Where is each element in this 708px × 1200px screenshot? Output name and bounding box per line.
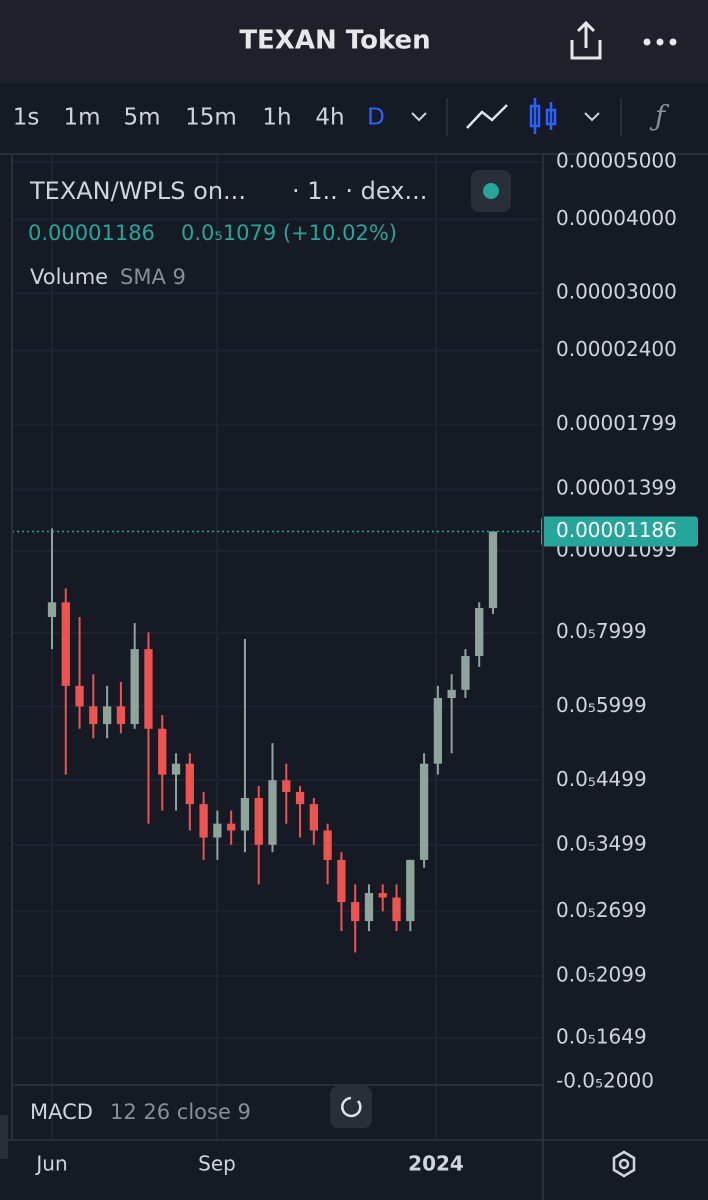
candle-body <box>488 531 498 609</box>
candle-body <box>392 897 401 922</box>
line-chart-icon[interactable] <box>466 104 508 129</box>
settings-button[interactable] <box>612 1150 636 1178</box>
last-price-badge <box>541 516 698 547</box>
candle-body <box>406 859 415 922</box>
price-tick-label: 0.0₅1649 <box>556 1024 647 1048</box>
candle-body <box>447 689 456 698</box>
reset-button[interactable] <box>330 1086 372 1128</box>
toolbar-bg <box>0 82 708 154</box>
candle-body <box>378 893 387 898</box>
status-dot <box>483 183 499 199</box>
interval-button[interactable]: D <box>367 105 385 131</box>
candle-body <box>268 780 277 845</box>
price-tick-label: 0.0₅2699 <box>556 898 647 922</box>
price-tick-label: 0.00001399 <box>556 476 677 500</box>
time-label: Jun <box>34 1152 67 1176</box>
candle-body <box>185 763 194 805</box>
macd-params: 12 26 close 9 <box>110 1100 251 1124</box>
price-tick-label: 0.0₅5999 <box>556 693 647 717</box>
legend-volume-sma: SMA 9 <box>120 265 186 289</box>
indicators-icon[interactable]: ƒ <box>649 100 670 133</box>
candle-body <box>461 656 470 690</box>
candle-body <box>89 706 98 725</box>
candle-body <box>309 804 318 831</box>
candle-body <box>419 763 429 860</box>
time-label: 2024 <box>408 1152 464 1176</box>
interval-button[interactable]: 15m <box>185 105 237 131</box>
candle-body <box>199 804 208 838</box>
candle-body <box>102 706 112 725</box>
price-tick-label: 0.00001799 <box>556 411 677 435</box>
price-tick-label: 0.00002400 <box>556 337 677 361</box>
price-tick-label: 0.0₅4499 <box>556 767 647 791</box>
legend-price: 0.00001186 <box>28 221 155 245</box>
reset-icon <box>341 1096 362 1118</box>
plot-area: 0.00005000 0.00004000 0.00003000 0.00002400… <box>12 149 698 1140</box>
candle-body <box>144 649 153 729</box>
price-tick-label: 0.00004000 <box>556 206 677 230</box>
legend-change: 0.0₅1079 (+10.02%) <box>181 221 397 245</box>
side-handle[interactable] <box>0 1115 8 1159</box>
more-button[interactable] <box>643 38 677 46</box>
candle-body <box>158 728 167 775</box>
candle-body <box>337 859 346 903</box>
header-bg <box>0 0 708 82</box>
price-tick-label: 0.0₅3499 <box>556 831 647 855</box>
time-label: Sep <box>198 1152 236 1176</box>
interval-button[interactable]: 5m <box>123 105 160 131</box>
price-tick-label: 0.0₅2099 <box>556 963 647 987</box>
share-button[interactable] <box>570 20 602 60</box>
candle-body <box>295 791 305 805</box>
candle-body <box>254 797 263 845</box>
legend-source: · 1.. · dex... <box>292 177 427 205</box>
header-title: TEXAN Token <box>239 26 430 56</box>
candle-body <box>282 780 291 792</box>
candle-body <box>364 893 374 922</box>
candle-body <box>130 649 139 725</box>
candle-body <box>240 797 250 831</box>
candle-body <box>116 706 126 725</box>
legend-pair: TEXAN/WPLS on... <box>29 177 246 205</box>
interval-group: 1s 1m 5m 15m 1h 4h D <box>13 105 385 131</box>
candle-body <box>227 823 236 831</box>
last-price-label: 0.00001186 <box>556 518 677 542</box>
candle-body <box>475 608 484 657</box>
legend-volume: Volume <box>30 265 108 289</box>
interval-dropdown[interactable] <box>411 112 427 122</box>
interval-button[interactable]: 1s <box>13 105 40 131</box>
candle-body <box>213 823 222 838</box>
price-tick-label: 0.0₅7999 <box>556 619 647 643</box>
candle-body <box>351 902 360 922</box>
price-tick-label: 0.00005000 <box>556 149 677 173</box>
candle-body <box>75 685 84 707</box>
price-tick-label: 0.00003000 <box>556 280 677 304</box>
interval-button[interactable]: 1m <box>63 105 100 131</box>
candle-body <box>171 763 181 775</box>
interval-button[interactable]: 4h <box>315 105 344 131</box>
candle-body <box>61 602 70 686</box>
interval-button[interactable]: 1h <box>262 105 291 131</box>
chart-type-dropdown[interactable] <box>584 112 600 122</box>
macd-name: MACD <box>30 1100 93 1124</box>
candle-body <box>433 697 443 764</box>
candle-body <box>47 602 57 617</box>
candle-body <box>323 830 332 860</box>
candle-icon[interactable] <box>529 98 557 134</box>
volume-axis-label: -0.0₅2000 <box>556 1069 654 1093</box>
